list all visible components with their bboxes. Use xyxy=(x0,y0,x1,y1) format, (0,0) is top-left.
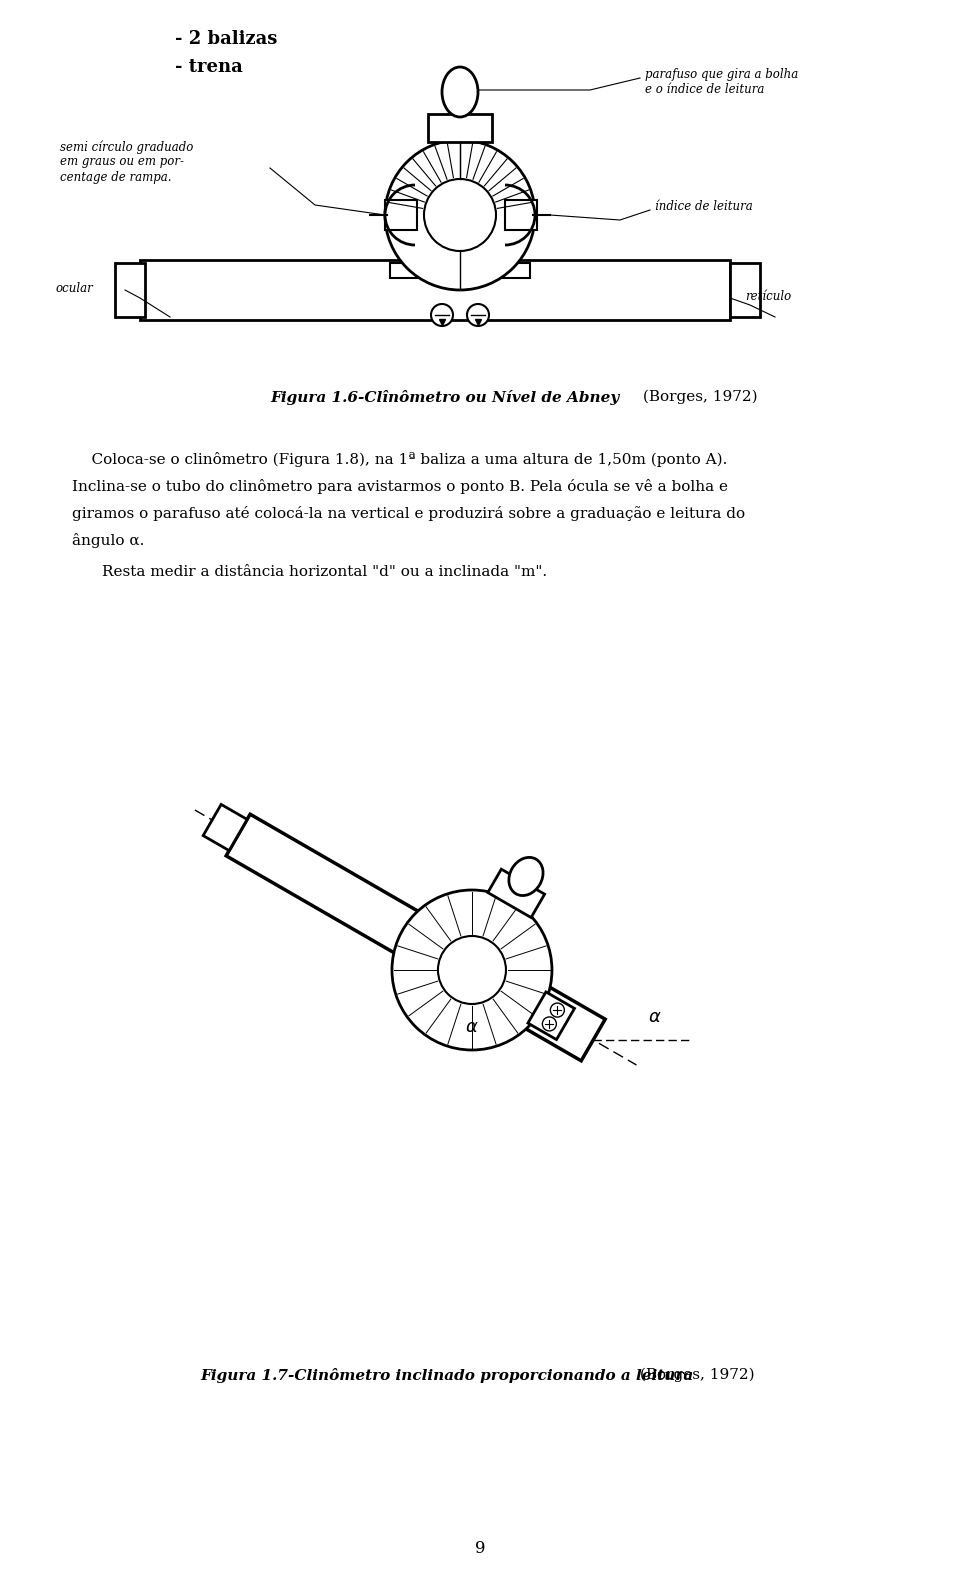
Circle shape xyxy=(467,305,489,327)
Text: Resta medir a distância horizontal "d" ou a inclinada "m".: Resta medir a distância horizontal "d" o… xyxy=(102,565,547,579)
Polygon shape xyxy=(227,815,605,1061)
Text: $\alpha$: $\alpha$ xyxy=(648,1008,661,1027)
Bar xyxy=(485,264,530,278)
Text: - 2 balizas: - 2 balizas xyxy=(175,30,277,49)
Text: índice de leitura: índice de leitura xyxy=(655,199,753,214)
Text: - trena: - trena xyxy=(175,58,243,75)
Circle shape xyxy=(385,140,535,290)
Circle shape xyxy=(438,936,506,1003)
Text: Figura 1.7-Clinômetro inclinado proporcionando a leitura: Figura 1.7-Clinômetro inclinado proporci… xyxy=(200,1367,693,1383)
Bar xyxy=(115,264,145,317)
Ellipse shape xyxy=(442,68,478,118)
Text: semi círculo graduado
em graus ou em por-
centage de rampa.: semi círculo graduado em graus ou em por… xyxy=(60,140,193,184)
Bar xyxy=(505,199,537,229)
Bar xyxy=(730,264,760,317)
Text: $\alpha$: $\alpha$ xyxy=(465,1017,478,1036)
Polygon shape xyxy=(528,992,574,1039)
Text: giramos o parafuso até colocá-la na vertical e produzirá sobre a graduação e lei: giramos o parafuso até colocá-la na vert… xyxy=(72,506,745,521)
Text: Inclina-se o tubo do clinômetro para avistarmos o ponto B. Pela ócula se vê a bo: Inclina-se o tubo do clinômetro para avi… xyxy=(72,479,728,495)
Circle shape xyxy=(542,1017,557,1031)
Text: ocular: ocular xyxy=(55,283,93,295)
Circle shape xyxy=(550,1003,564,1017)
Text: Coloca-se o clinômetro (Figura 1.8), na 1ª baliza a uma altura de 1,50m (ponto A: Coloca-se o clinômetro (Figura 1.8), na … xyxy=(72,452,728,466)
Ellipse shape xyxy=(509,857,543,895)
Bar xyxy=(140,261,730,320)
Circle shape xyxy=(424,179,496,251)
Polygon shape xyxy=(488,870,544,917)
Text: retículo: retículo xyxy=(745,290,791,303)
Text: ângulo α.: ângulo α. xyxy=(72,532,144,548)
Text: 9: 9 xyxy=(475,1540,485,1557)
Bar xyxy=(430,253,490,278)
Bar xyxy=(428,115,492,141)
Circle shape xyxy=(392,890,552,1050)
Polygon shape xyxy=(204,804,247,851)
Text: parafuso que gira a bolha
e o índice de leitura: parafuso que gira a bolha e o índice de … xyxy=(645,68,799,96)
Bar xyxy=(390,264,435,278)
Text: Figura 1.6-Clînômetro ou Nível de Abney: Figura 1.6-Clînômetro ou Nível de Abney xyxy=(270,389,619,405)
Bar xyxy=(385,199,417,229)
Circle shape xyxy=(431,305,453,327)
Text: (Borges, 1972): (Borges, 1972) xyxy=(638,389,757,405)
Text: (Borges, 1972): (Borges, 1972) xyxy=(635,1367,755,1383)
